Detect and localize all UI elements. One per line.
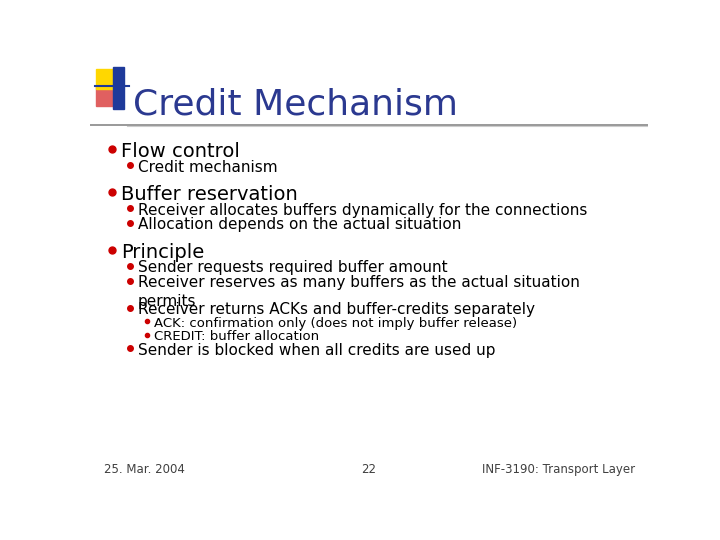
Text: Allocation depends on the actual situation: Allocation depends on the actual situati… xyxy=(138,217,462,232)
Text: Receiver reserves as many buffers as the actual situation
permits: Receiver reserves as many buffers as the… xyxy=(138,275,580,308)
Text: Credit Mechanism: Credit Mechanism xyxy=(133,88,459,122)
Text: Sender requests required buffer amount: Sender requests required buffer amount xyxy=(138,260,448,275)
Text: CREDIT: buffer allocation: CREDIT: buffer allocation xyxy=(153,330,319,343)
Text: ACK: confirmation only (does not imply buffer release): ACK: confirmation only (does not imply b… xyxy=(153,316,517,329)
Text: Flow control: Flow control xyxy=(121,142,240,161)
Bar xyxy=(96,85,117,106)
Text: Receiver allocates buffers dynamically for the connections: Receiver allocates buffers dynamically f… xyxy=(138,202,588,218)
Text: Credit mechanism: Credit mechanism xyxy=(138,159,278,174)
Bar xyxy=(113,67,124,109)
Bar xyxy=(96,69,117,89)
Text: Receiver returns ACKs and buffer-credits separately: Receiver returns ACKs and buffer-credits… xyxy=(138,302,535,317)
Text: Sender is blocked when all credits are used up: Sender is blocked when all credits are u… xyxy=(138,343,495,358)
Text: INF-3190: Transport Layer: INF-3190: Transport Layer xyxy=(482,463,636,476)
Text: 25. Mar. 2004: 25. Mar. 2004 xyxy=(104,463,185,476)
Text: Principle: Principle xyxy=(121,242,204,262)
Text: 22: 22 xyxy=(361,463,377,476)
Text: Buffer reservation: Buffer reservation xyxy=(121,185,298,204)
